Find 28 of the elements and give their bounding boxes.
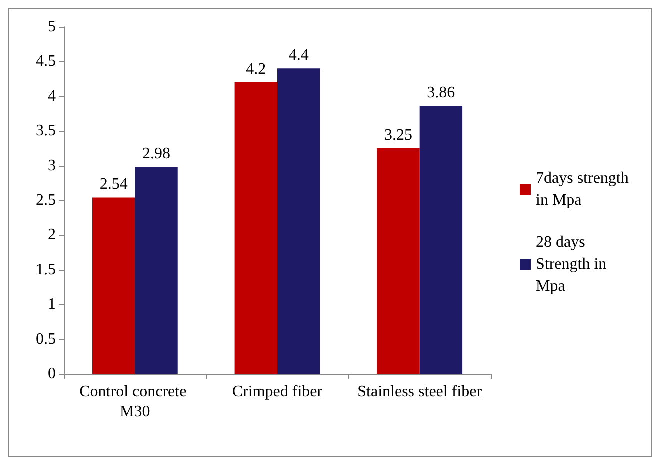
x-tick-label: Stainless steel fiber (358, 384, 483, 400)
data-label: 4.4 (288, 47, 309, 64)
y-tick-label: 2.5 (36, 192, 56, 209)
legend-label: 28 days Strength in Mpa (536, 234, 611, 295)
y-tick-label: 3.5 (36, 122, 56, 140)
x-tick-label: Crimped fiber (232, 384, 324, 400)
x-tick-label: Control concrete M30 (80, 384, 191, 420)
data-label: 2.54 (100, 176, 128, 194)
y-tick-label: 3 (48, 157, 56, 174)
bar (234, 82, 278, 374)
y-tick-label: 5 (48, 18, 56, 36)
bar (377, 148, 420, 374)
bar (420, 106, 463, 374)
bar (278, 68, 320, 374)
y-tick-label: 1 (48, 296, 56, 314)
y-tick-label: 2 (48, 226, 56, 244)
data-label: 3.25 (384, 126, 412, 144)
legend-label: 7days strength in Mpa (536, 170, 633, 209)
y-tick-label: 0 (48, 366, 56, 382)
y-tick-label: 1.5 (36, 261, 56, 278)
bar (92, 198, 136, 374)
y-tick-label: 4.5 (36, 53, 56, 70)
data-label: 4.2 (246, 61, 266, 78)
y-tick-label: 4 (48, 88, 56, 105)
data-label: 3.86 (427, 84, 456, 102)
y-tick-label: 0.5 (36, 330, 56, 348)
bar (135, 167, 178, 374)
data-label: 2.98 (142, 146, 171, 163)
